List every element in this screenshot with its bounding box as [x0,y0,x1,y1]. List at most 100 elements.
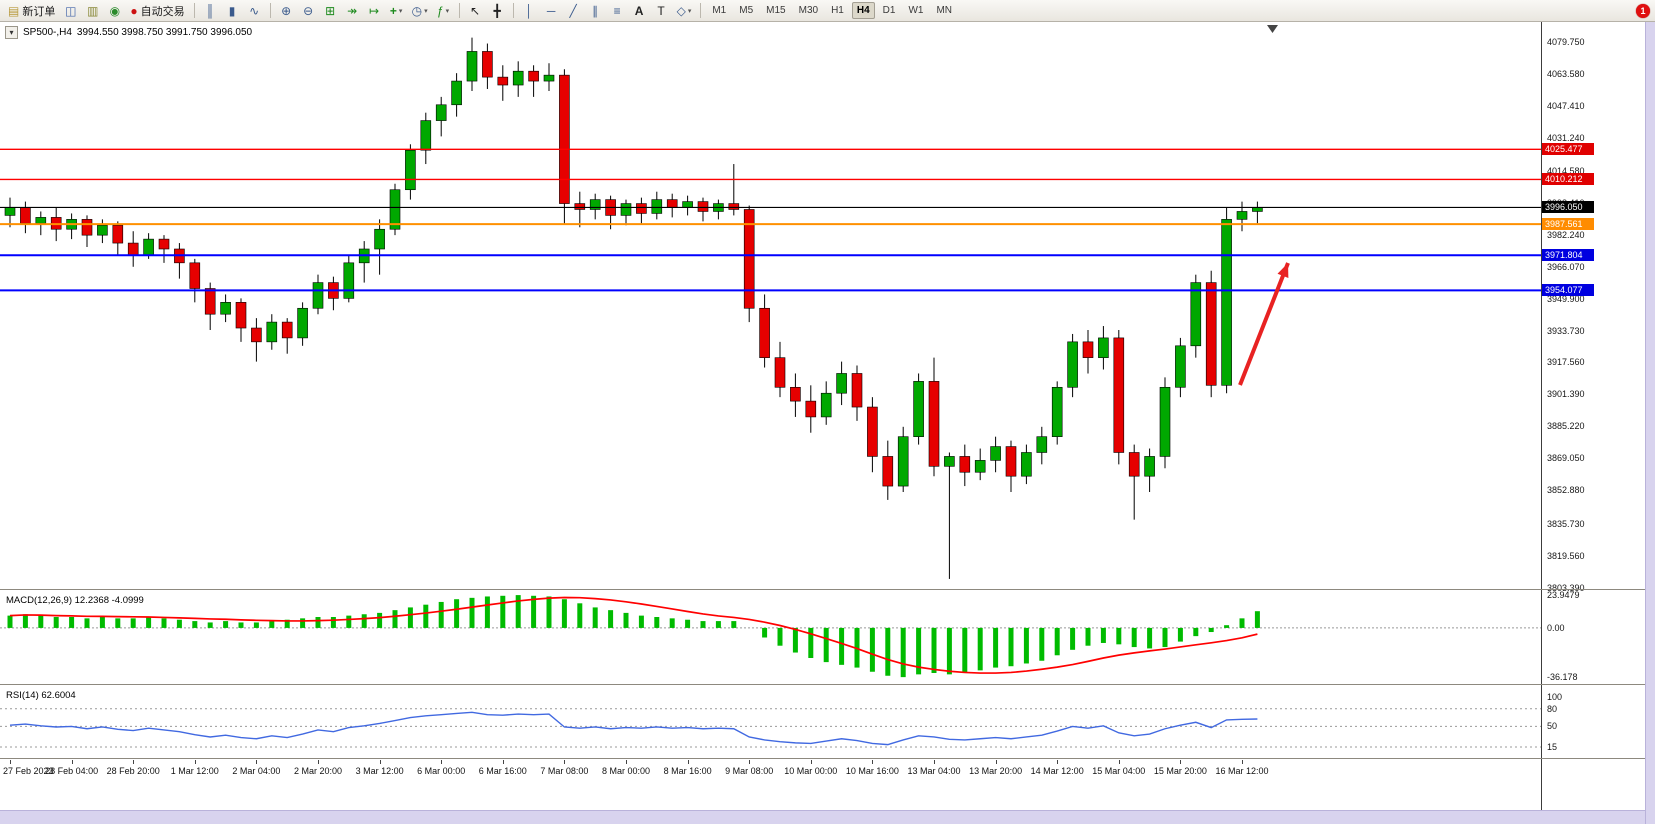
timeframe-h4[interactable]: H4 [851,2,875,19]
candle [882,440,894,500]
panel-divider[interactable] [0,684,1655,685]
fibonacci-icon[interactable]: ≡ [607,1,628,20]
candle [1051,381,1063,445]
zoom-in-icon[interactable]: ⊕ [276,1,297,20]
panel-divider[interactable] [0,589,1655,590]
candle [759,294,770,368]
trend-arrow[interactable] [1238,262,1290,386]
candle [374,219,385,275]
timeframe-mn[interactable]: MN [936,5,953,16]
chevron-down-icon: ▾ [398,7,403,15]
chart-shift-icon[interactable]: ↦ [364,1,385,20]
candle [1190,274,1202,358]
cursor-icon[interactable]: ↖ [465,1,486,20]
chart-window: ▾ SP500-,H4 3994.550 3998.750 3991.750 3… [0,22,1541,810]
candle [251,318,262,362]
timeframe-m1[interactable]: M1 [712,5,727,16]
shapes-button[interactable]: ◇ ▾ [673,1,696,20]
candle [589,193,601,220]
label-tool-icon: T [657,3,665,18]
rsi-panel-canvas[interactable] [0,686,1541,758]
new-chart-button[interactable]: + ▾ [386,1,407,20]
timeframe-h1[interactable]: H1 [831,5,844,16]
price-chart-canvas[interactable] [0,22,1541,589]
candle [466,37,478,91]
horizontal-line-icon: ─ [546,3,556,18]
rsi-axis-label: 100 [1547,692,1563,702]
timeframe-m5[interactable]: M5 [739,5,754,16]
candle [158,235,170,263]
horizontal-scrollbar[interactable] [0,810,1655,824]
price-tag: 3987.561 [1542,218,1594,231]
price-axis-label: 3966.070 [1547,261,1585,272]
chart-shift-marker[interactable] [1267,25,1278,33]
time-axis-label: 16 Mar 12:00 [1215,766,1269,776]
auto-scroll-icon[interactable]: ↠ [342,1,363,20]
time-axis-label: 10 Mar 16:00 [845,766,899,776]
vertical-scrollbar[interactable] [1645,22,1655,824]
price-axis-label: 3933.730 [1547,325,1585,336]
candle [405,144,416,200]
candle [81,215,93,248]
price-axis-label: 3901.390 [1547,389,1585,400]
candle [266,314,278,350]
cursor-icon: ↖ [470,3,481,18]
candle [836,361,847,406]
crosshair-icon[interactable]: ╋ [487,1,508,20]
horizontal-line-icon[interactable]: ─ [541,1,562,20]
candle [774,341,786,398]
price-tag: 3954.077 [1542,284,1594,297]
periods-button[interactable]: ◷ ▾ [408,1,432,20]
candle [867,397,878,473]
line-chart-icon[interactable]: ∿ [244,1,265,20]
time-axis-label: 6 Mar 00:00 [417,766,466,776]
one-click-trading-toggle[interactable]: ▾ [5,26,18,39]
tile-windows-icon[interactable]: ⊞ [320,1,341,20]
candle [944,452,955,579]
candle [1005,440,1017,492]
chart-window-icon: ◫ [65,3,77,18]
candle [420,112,432,165]
autotrading-button[interactable]: ● 自动交易 [126,1,188,20]
label-tool-icon[interactable]: T [651,1,672,20]
new-order-button[interactable]: ▤ 新订单 [4,1,59,20]
alerts-icon[interactable]: ◉ [104,1,125,20]
price-axis[interactable]: 4079.750 4063.580 4047.410 4031.240 4014.580… [1541,22,1645,810]
panel-divider[interactable] [0,758,1655,759]
alerts-icon: ◉ [109,3,121,18]
notification-badge[interactable]: 1 [1636,4,1650,18]
chart-window-icon[interactable]: ◫ [60,1,81,20]
time-axis-label: 10 Mar 00:00 [784,766,838,776]
macd-panel-canvas[interactable] [0,591,1541,684]
indicators-button[interactable]: ƒ ▾ [433,1,454,20]
price-axis-label: 3982.240 [1547,229,1585,240]
macd-axis-label: -36.178 [1547,672,1578,683]
timeframe-m15[interactable]: M15 [766,5,786,16]
candlestick-chart-icon[interactable]: ▮ [222,1,243,20]
trendline-icon[interactable]: ╱ [563,1,584,20]
time-axis[interactable]: 27 Feb 2023 28 Feb 04:00 28 Feb 20:00 1 Mar… [0,759,1541,783]
price-axis-label: 3917.560 [1547,357,1585,368]
chart-header: ▾ SP500-,H4 3994.550 3998.750 3991.750 3… [5,26,252,39]
text-tool-icon[interactable]: A [629,1,650,20]
vertical-line-icon[interactable]: │ [519,1,540,20]
candle [959,444,971,487]
candle [1221,207,1232,394]
candle [189,258,201,303]
toolbar-separator [512,3,514,18]
timeframe-d1[interactable]: D1 [882,5,896,16]
profiles-icon: ▥ [87,3,99,18]
time-tick [133,760,135,764]
profiles-icon[interactable]: ▥ [82,1,103,20]
candle [358,241,370,283]
time-tick [810,760,812,764]
timeframe-w1[interactable]: W1 [908,5,924,16]
timeframe-m30[interactable]: M30 [798,5,819,16]
tile-windows-icon: ⊞ [325,3,336,18]
zoom-out-icon[interactable]: ⊖ [298,1,319,20]
channel-icon[interactable]: ∥ [585,1,606,20]
candle [851,365,863,421]
candle [1098,326,1109,370]
candle [1159,377,1171,469]
bar-chart-icon[interactable]: ║ [200,1,221,20]
